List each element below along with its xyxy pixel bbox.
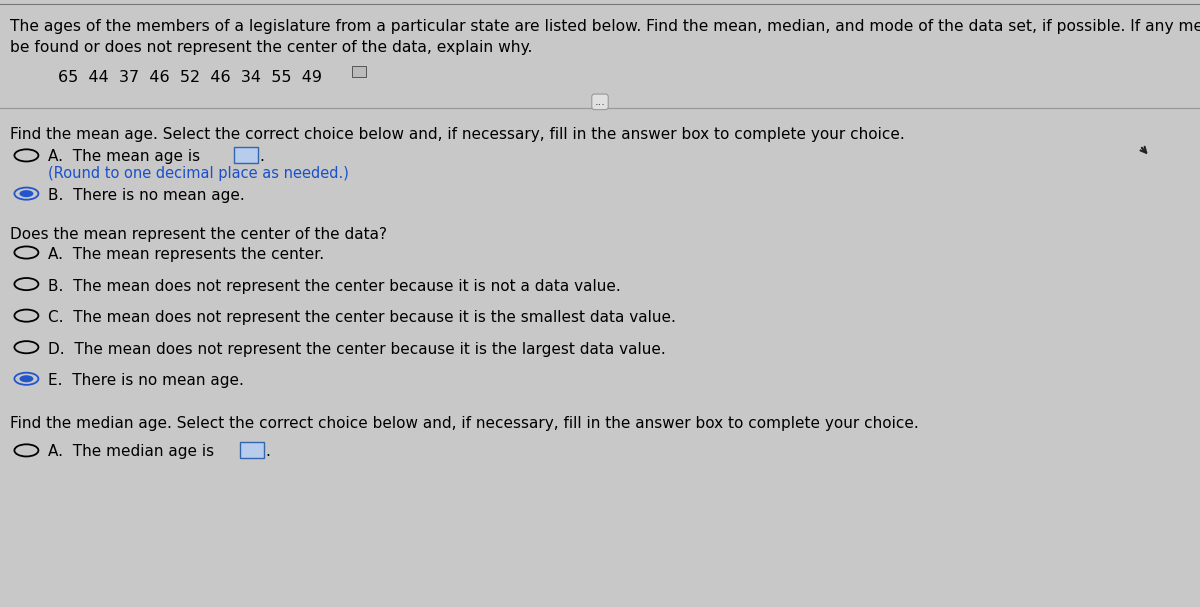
Text: 65  44  37  46  52  46  34  55  49: 65 44 37 46 52 46 34 55 49	[58, 70, 322, 86]
FancyBboxPatch shape	[240, 442, 264, 458]
FancyBboxPatch shape	[234, 147, 258, 163]
Text: ...: ...	[594, 97, 606, 107]
Text: A.  The mean age is: A. The mean age is	[48, 149, 200, 164]
Circle shape	[19, 375, 34, 382]
FancyBboxPatch shape	[352, 66, 366, 77]
Text: E.  There is no mean age.: E. There is no mean age.	[48, 373, 244, 388]
Text: Does the mean represent the center of the data?: Does the mean represent the center of th…	[10, 227, 386, 242]
Text: Find the median age. Select the correct choice below and, if necessary, fill in : Find the median age. Select the correct …	[10, 416, 918, 431]
Text: A.  The mean represents the center.: A. The mean represents the center.	[48, 247, 324, 262]
Text: Find the mean age. Select the correct choice below and, if necessary, fill in th: Find the mean age. Select the correct ch…	[10, 127, 905, 143]
Text: C.  The mean does not represent the center because it is the smallest data value: C. The mean does not represent the cente…	[48, 310, 676, 325]
Text: B.  The mean does not represent the center because it is not a data value.: B. The mean does not represent the cente…	[48, 279, 620, 294]
Text: .: .	[259, 149, 264, 164]
Text: A.  The median age is: A. The median age is	[48, 444, 214, 459]
Text: (Round to one decimal place as needed.): (Round to one decimal place as needed.)	[48, 166, 349, 181]
Text: .: .	[265, 444, 270, 459]
Text: D.  The mean does not represent the center because it is the largest data value.: D. The mean does not represent the cente…	[48, 342, 666, 357]
Circle shape	[19, 190, 34, 197]
Text: B.  There is no mean age.: B. There is no mean age.	[48, 188, 245, 203]
Text: be found or does not represent the center of the data, explain why.: be found or does not represent the cente…	[10, 40, 532, 55]
Text: The ages of the members of a legislature from a particular state are listed belo: The ages of the members of a legislature…	[10, 19, 1200, 35]
